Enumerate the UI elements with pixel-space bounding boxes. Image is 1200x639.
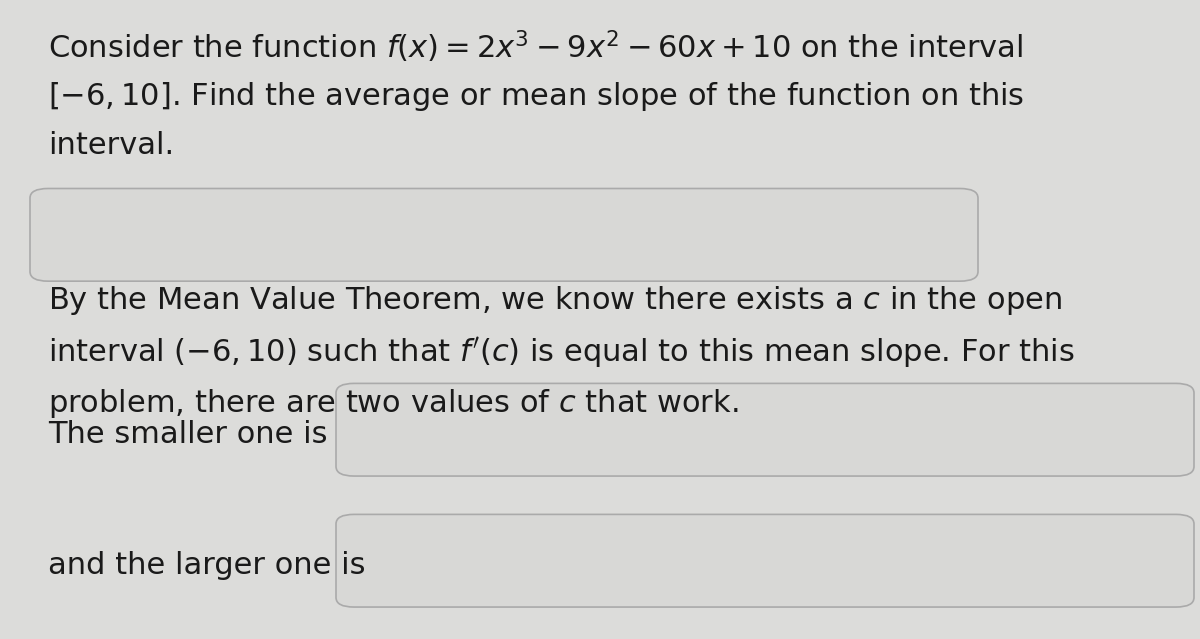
Text: interval $(-6, 10)$ such that $f'(c)$ is equal to this mean slope. For this: interval $(-6, 10)$ such that $f'(c)$ is…	[48, 335, 1075, 371]
Text: By the Mean Value Theorem, we know there exists a $c$ in the open: By the Mean Value Theorem, we know there…	[48, 284, 1062, 318]
Text: interval.: interval.	[48, 131, 174, 160]
FancyBboxPatch shape	[336, 514, 1194, 607]
Text: Consider the function $f(x) = 2x^3 - 9x^2 - 60x + 10$ on the interval: Consider the function $f(x) = 2x^3 - 9x^…	[48, 29, 1024, 65]
FancyBboxPatch shape	[336, 383, 1194, 476]
FancyBboxPatch shape	[30, 189, 978, 281]
Text: and the larger one is: and the larger one is	[48, 551, 366, 580]
Text: problem, there are two values of $c$ that work.: problem, there are two values of $c$ tha…	[48, 387, 738, 420]
Text: $[-6, 10]$. Find the average or mean slope of the function on this: $[-6, 10]$. Find the average or mean slo…	[48, 80, 1024, 113]
Text: The smaller one is: The smaller one is	[48, 420, 328, 449]
